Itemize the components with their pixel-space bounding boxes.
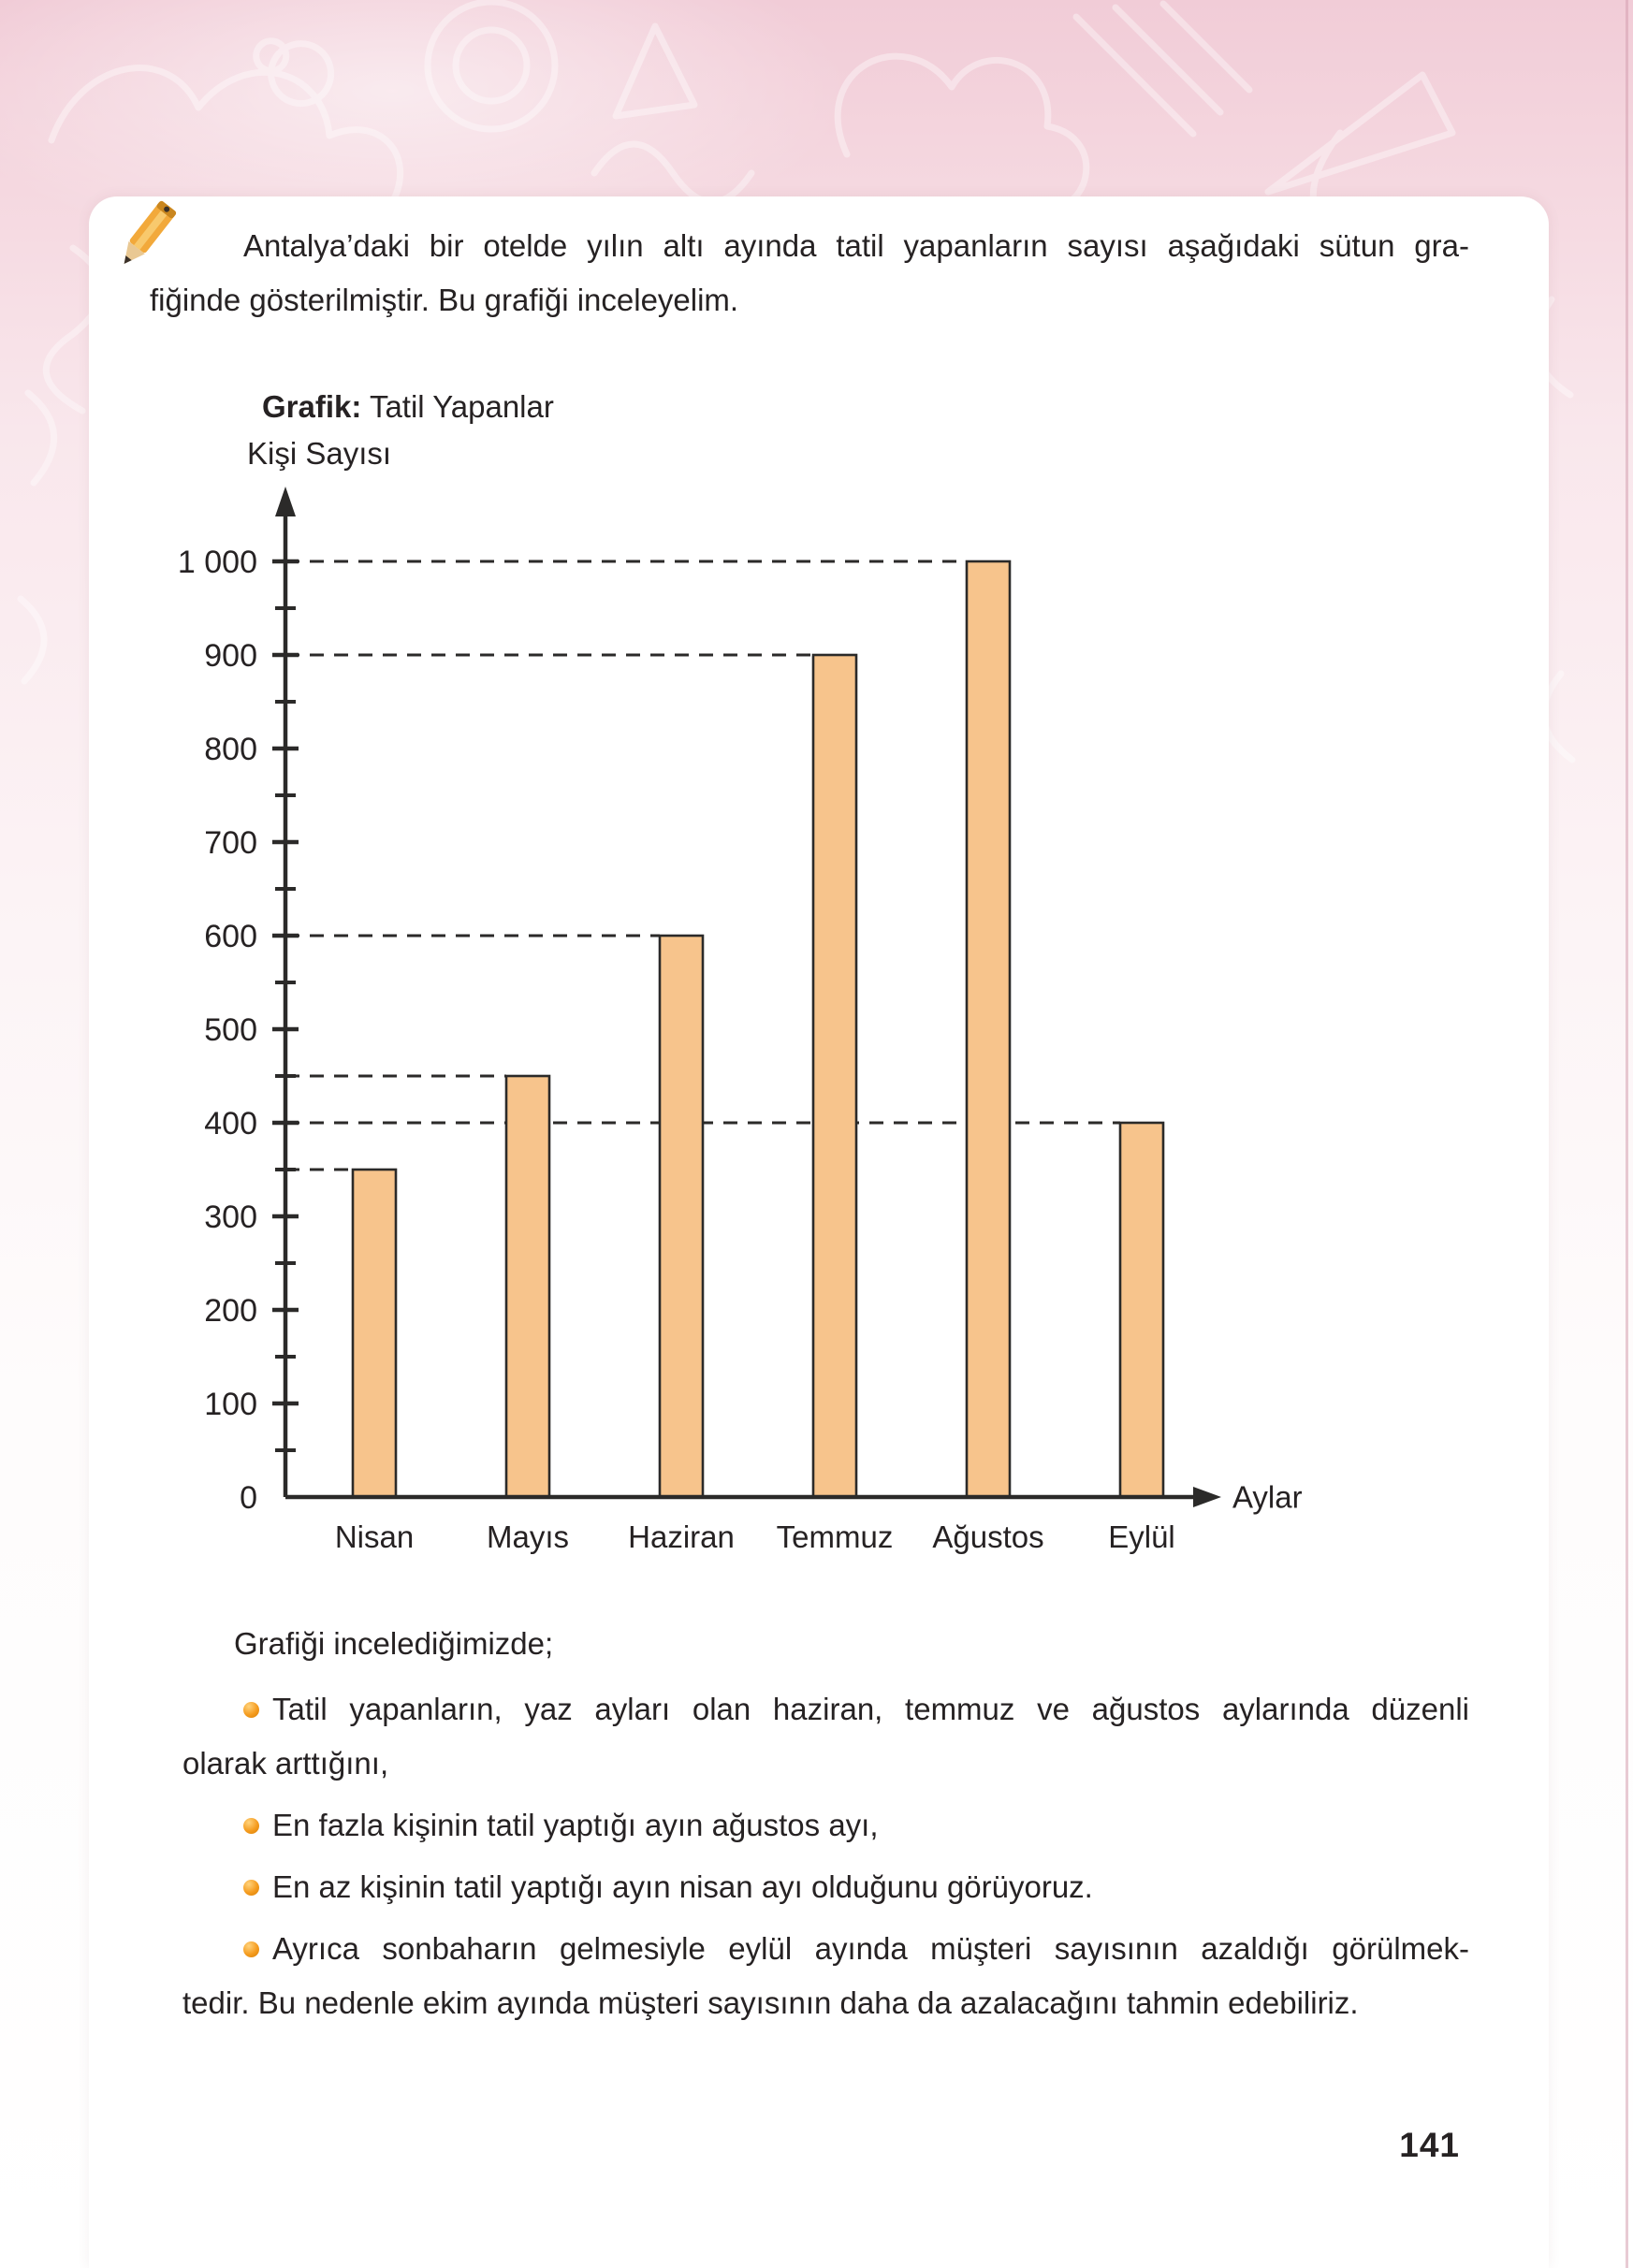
pencil-eraser-dot [164, 206, 170, 212]
chart-svg: 0 100 200 300 400 500 600 700 800 900 1 000 Nisan Ma… [178, 487, 1303, 1554]
x-tick-label-haziran: Haziran [628, 1519, 735, 1554]
y-tick-label: 900 [204, 638, 257, 674]
content-card: Antalya’daki bir otelde yılın altı ayınd… [89, 196, 1549, 2268]
bar-eylül [1118, 1121, 1165, 1499]
x-axis-arrow [1193, 1487, 1221, 1507]
observation-text: En fazla kişinin tatil yaptığı ayın ağus… [272, 1808, 879, 1842]
y-tick-label: 600 [204, 919, 257, 954]
y-tick-label: 700 [204, 825, 257, 861]
bar-ağustos [965, 560, 1012, 1499]
pencil-lead [124, 255, 132, 264]
observation-line: Tatil yapanların, yaz ayları olan hazira… [182, 1682, 1469, 1737]
observation-item: Ayrıca sonbaharın gelmesiyle eylül ayınd… [182, 1922, 1469, 2030]
observation-line: tedir. Bu nedenle ekim ayında müşteri sa… [182, 1985, 1359, 2020]
observation-line: Ayrıca sonbaharın gelmesiyle eylül ayınd… [182, 1922, 1469, 1976]
observation-line: En az kişinin tatil yaptığı ayın nisan a… [182, 1860, 1469, 1914]
y-tick-label: 500 [204, 1012, 257, 1048]
x-tick-label-ağustos: Ağustos [932, 1519, 1043, 1554]
observation-text: Ayrıca sonbaharın gelmesiyle eylül ayınd… [272, 1931, 1469, 1966]
chart-title-text: Tatil Yapanlar [361, 389, 554, 424]
pencil-wood [124, 240, 145, 264]
observation-line: olarak arttığını, [182, 1746, 389, 1781]
bar-mayıs [504, 1074, 551, 1499]
observation-item: En az kişinin tatil yaptığı ayın nisan a… [182, 1860, 1469, 1914]
bullet-icon [243, 1880, 259, 1896]
x-tick-label-temmuz: Temmuz [777, 1519, 894, 1554]
y-tick-label: 200 [204, 1293, 257, 1329]
y-axis-arrow [275, 487, 296, 516]
bullet-icon [243, 1818, 259, 1834]
bar-temmuz [811, 653, 858, 1499]
observation-text: Tatil yapanların, yaz ayları olan hazira… [272, 1692, 1469, 1726]
bullet-icon [243, 1702, 259, 1718]
y-axis-title: Kişi Sayısı [247, 436, 392, 471]
intro-line-2: fiğinde gösterilmiştir. Bu grafiği incel… [150, 283, 739, 317]
pencil-icon [124, 200, 177, 264]
intro-line-1: Antalya’daki bir otelde yılın altı ayınd… [243, 228, 1469, 263]
observation-line: En fazla kişinin tatil yaptığı ayın ağus… [182, 1798, 1469, 1853]
bar-haziran [658, 934, 705, 1499]
observation-item: En fazla kişinin tatil yaptığı ayın ağus… [182, 1798, 1469, 1853]
page-number: 141 [1399, 2126, 1460, 2164]
x-tick-label-mayıs: Mayıs [487, 1519, 569, 1554]
intro-paragraph: Antalya’daki bir otelde yılın altı ayınd… [150, 219, 1469, 327]
y-tick-label: 800 [204, 732, 257, 767]
y-tick-label: 100 [204, 1387, 257, 1422]
x-tick-label-eylül: Eylül [1108, 1519, 1175, 1554]
observation-item: Tatil yapanların, yaz ayları olan hazira… [182, 1682, 1469, 1791]
bullet-icon [243, 1941, 259, 1957]
y-tick-label: 1 000 [178, 545, 257, 580]
bar-chart: 0 100 200 300 400 500 600 700 800 900 1 000 Nisan Ma… [150, 475, 1469, 1570]
y-tick-label: 0 [240, 1480, 257, 1516]
bar-nisan [351, 1168, 398, 1499]
y-tick-label: 400 [204, 1106, 257, 1141]
chart-title: Grafik: Tatil Yapanlar [262, 385, 1469, 429]
observations-heading: Grafiği incelediğimizde; [234, 1626, 554, 1661]
chart-title-label: Grafik: [262, 389, 362, 424]
y-tick-label: 300 [204, 1199, 257, 1235]
x-axis-title: Aylar [1232, 1480, 1303, 1515]
pencil-body-stripe [133, 204, 172, 251]
observation-text: En az kişinin tatil yaptığı ayın nisan a… [272, 1869, 1093, 1904]
page-edge-line [1626, 0, 1628, 2268]
x-tick-label-nisan: Nisan [335, 1519, 414, 1554]
